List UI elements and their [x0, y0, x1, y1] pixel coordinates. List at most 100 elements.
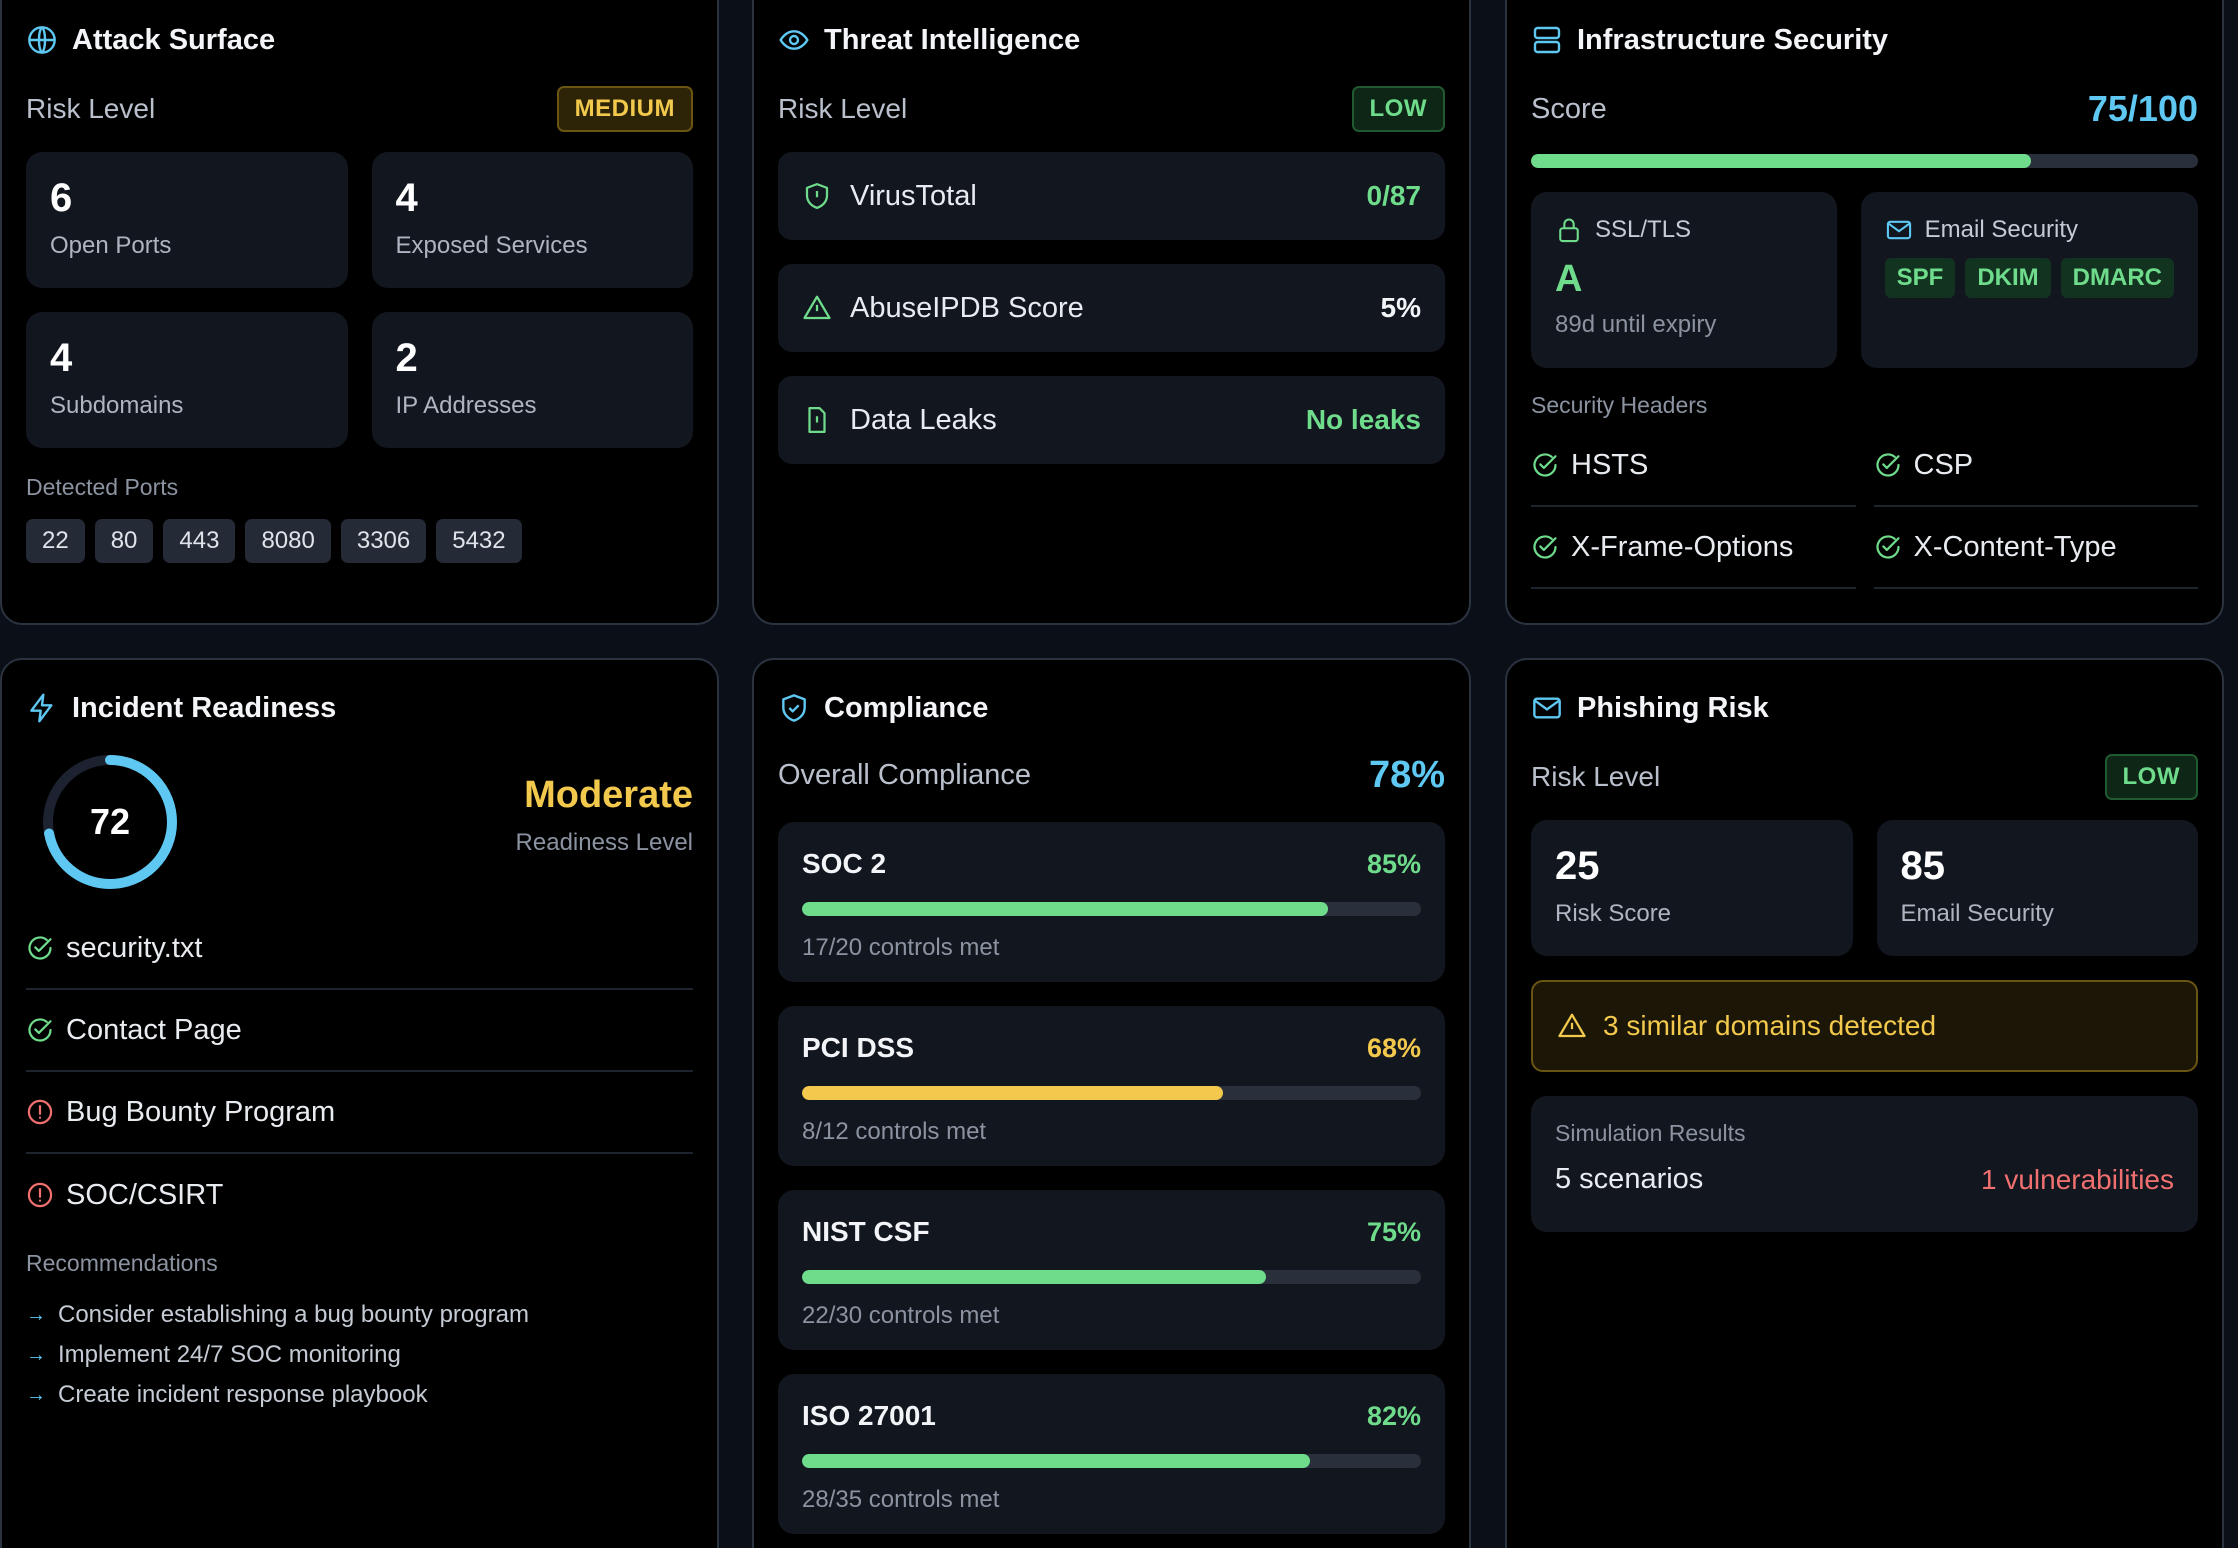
- risk-level-label: Risk Level: [778, 93, 908, 124]
- ports-list: 22 80 443 8080 3306 5432: [26, 519, 693, 563]
- risk-level-row: Risk Level LOW: [778, 86, 1445, 132]
- overall-compliance-value: 78%: [1368, 753, 1445, 796]
- ssl-header: SSL/TLS: [1555, 216, 1813, 244]
- framework-controls: 8/12 controls met: [802, 1118, 987, 1145]
- stat-value: 6: [50, 176, 73, 220]
- data-leaks-row: Data Leaks No leaks: [778, 376, 1445, 464]
- simulation-results: Simulation Results 5 scenarios 1 vulnera…: [1531, 1096, 2198, 1232]
- security-headers-label: Security Headers: [1531, 392, 1708, 418]
- stat-value: 85: [1900, 844, 1946, 888]
- ssl-box: SSL/TLS A 89d until expiry: [1531, 192, 1837, 368]
- recommendations-list: → Consider establishing a bug bounty prog…: [26, 1295, 693, 1415]
- framework-percent: 85%: [1366, 848, 1421, 879]
- stat-label: Exposed Services: [395, 232, 588, 259]
- header-name: X-Frame-Options: [1571, 530, 1794, 563]
- header-item: X-Frame-Options: [1531, 507, 1856, 589]
- warning-icon: [1557, 1011, 1587, 1041]
- overall-compliance-row: Overall Compliance 78%: [778, 752, 1445, 798]
- attack-surface-header: Attack Surface: [26, 20, 693, 60]
- port-chip: 80: [94, 519, 154, 563]
- simulation-row: 5 scenarios 1 vulnerabilities: [1555, 1163, 2174, 1196]
- arrow-right-icon: →: [26, 1343, 46, 1366]
- globe-icon: [26, 24, 58, 56]
- framework-name: ISO 27001: [802, 1400, 936, 1431]
- stat-value: 4: [395, 176, 418, 220]
- framework-soc2: SOC 2 85% 17/20 controls met: [778, 822, 1445, 982]
- phishing-stats: 25 Risk Score 85 Email Security: [1531, 820, 2198, 956]
- ti-value: 5%: [1380, 292, 1421, 323]
- readiness-status: Moderate: [524, 774, 693, 816]
- check-circle-icon: [1531, 451, 1559, 479]
- mail-icon: [1885, 216, 1913, 244]
- check-label: SOC/CSIRT: [66, 1178, 224, 1211]
- server-icon: [1531, 24, 1563, 56]
- compliance-card: Compliance Overall Compliance 78% SOC 2 …: [752, 658, 1471, 1548]
- email-security-label: Email Security: [1924, 216, 2079, 243]
- email-security-box: Email Security SPF DKIM DMARC: [1860, 192, 2198, 368]
- phishing-header: Phishing Risk: [1531, 688, 2198, 728]
- framework-bar-fill: [802, 1270, 1267, 1284]
- stat-label: Email Security: [1900, 900, 2054, 927]
- arrow-right-icon: →: [26, 1383, 46, 1406]
- stat-label: Open Ports: [50, 232, 172, 259]
- readiness-ring: 72: [36, 748, 184, 896]
- risk-badge: LOW: [2104, 754, 2198, 800]
- framework-bar-fill: [802, 1086, 1223, 1100]
- card-title: Compliance: [824, 691, 989, 724]
- stat-label: IP Addresses: [395, 392, 537, 419]
- recommendation-item: → Consider establishing a bug bounty prog…: [26, 1295, 693, 1335]
- framework-pci-dss: PCI DSS 68% 8/12 controls met: [778, 1006, 1445, 1166]
- port-chip: 22: [26, 519, 85, 563]
- framework-name: SOC 2: [802, 848, 887, 879]
- framework-bar: [802, 1086, 1421, 1100]
- simulation-scenarios: 5 scenarios: [1555, 1163, 1704, 1195]
- attack-surface-card: Attack Surface Risk Level MEDIUM 6 Open …: [0, 0, 719, 625]
- risk-badge: LOW: [1351, 86, 1445, 132]
- similar-domains-alert: 3 similar domains detected: [1531, 980, 2198, 1072]
- check-item: Bug Bounty Program: [26, 1072, 693, 1154]
- framework-percent: 75%: [1366, 1216, 1421, 1247]
- framework-percent: 82%: [1366, 1400, 1421, 1431]
- threat-intelligence-card: Threat Intelligence Risk Level LOW Virus…: [752, 0, 1471, 625]
- arrow-right-icon: →: [26, 1303, 46, 1326]
- check-circle-icon: [1874, 451, 1902, 479]
- stat-exposed-services: 4 Exposed Services: [371, 152, 693, 288]
- check-item: security.txt: [26, 908, 693, 990]
- check-item: Contact Page: [26, 990, 693, 1072]
- email-tag: DMARC: [2060, 258, 2174, 298]
- score-row: Score 75/100: [1531, 84, 2198, 134]
- recommendation-text: Create incident response playbook: [58, 1381, 428, 1408]
- check-circle-icon: [1874, 533, 1902, 561]
- header-item: HSTS: [1531, 425, 1856, 507]
- stat-value: 2: [395, 336, 418, 380]
- email-tag: DKIM: [1965, 258, 2051, 298]
- bolt-icon: [26, 692, 58, 724]
- score-label: Score: [1531, 92, 1607, 125]
- recommendation-item: → Implement 24/7 SOC monitoring: [26, 1335, 693, 1375]
- framework-percent: 68%: [1366, 1032, 1421, 1063]
- framework-bar-fill: [802, 902, 1329, 916]
- abuseipdb-row: AbuseIPDB Score 5%: [778, 264, 1445, 352]
- port-chip: 8080: [245, 519, 331, 563]
- card-title: Attack Surface: [72, 23, 276, 56]
- ti-value: No leaks: [1305, 404, 1421, 435]
- framework-controls: 28/35 controls met: [802, 1486, 1000, 1513]
- warning-icon: [802, 293, 832, 323]
- port-chip: 5432: [436, 519, 522, 563]
- virustotal-row: VirusTotal 0/87: [778, 152, 1445, 240]
- incident-header: Incident Readiness: [26, 688, 693, 728]
- ti-name: VirusTotal: [850, 179, 977, 212]
- simulation-vulnerabilities: 1 vulnerabilities: [1981, 1163, 2174, 1195]
- readiness-checklist: security.txt Contact Page Bug Bounty Pro…: [26, 908, 693, 1236]
- email-tag: SPF: [1884, 258, 1956, 298]
- eye-icon: [778, 24, 810, 56]
- port-chip: 3306: [340, 519, 427, 563]
- readiness-status-block: Moderate Readiness Level: [516, 774, 693, 857]
- ssl-label: SSL/TLS: [1595, 216, 1692, 243]
- infra-subgrid: SSL/TLS A 89d until expiry Email Securit…: [1531, 192, 2198, 368]
- card-title: Threat Intelligence: [824, 23, 1081, 56]
- recommendations-label: Recommendations: [26, 1250, 218, 1276]
- framework-iso-27001: ISO 27001 82% 28/35 controls met: [778, 1374, 1445, 1534]
- framework-bar: [802, 902, 1421, 916]
- threat-intel-header: Threat Intelligence: [778, 20, 1445, 60]
